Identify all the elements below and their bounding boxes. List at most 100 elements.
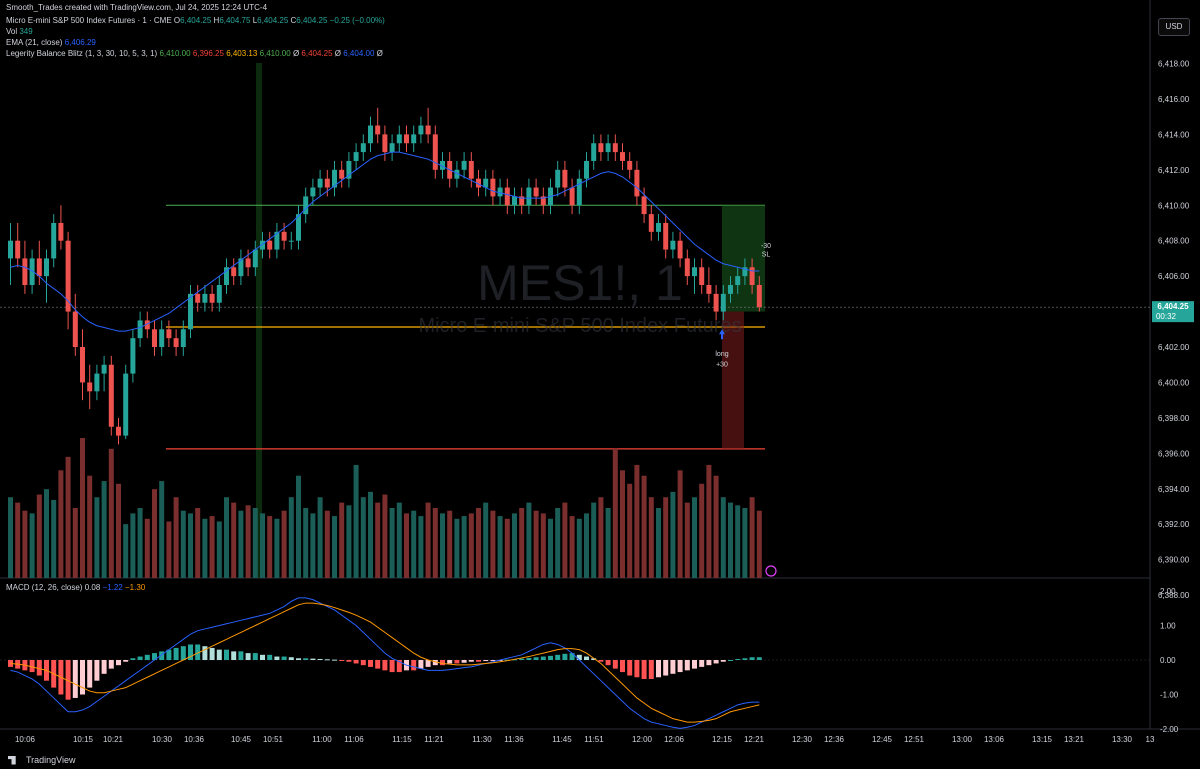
volume-bar (51, 499, 57, 578)
price-tick-label: 6,396.00 (1158, 449, 1190, 458)
candle-body (418, 125, 424, 135)
volume-bar (735, 505, 741, 578)
candle-body (720, 293, 726, 312)
macd-hist-bar (728, 660, 733, 661)
macd-hist-bar (188, 644, 193, 660)
macd-hist-bar (209, 647, 215, 660)
volume-bar (656, 508, 661, 578)
candle-body (173, 338, 179, 348)
macd-hist-bar (101, 660, 107, 674)
volume-bar (281, 510, 287, 578)
volume-bar (202, 518, 208, 578)
candle-body (202, 293, 208, 303)
candle-body (699, 267, 705, 285)
volume-bar (188, 513, 193, 578)
volume-bar (209, 516, 215, 578)
candle-body (180, 329, 186, 348)
candle-body (504, 187, 510, 206)
candle-body (490, 178, 496, 197)
volume-bar (612, 448, 618, 578)
volume-bar (382, 494, 388, 578)
macd-hist-bar (562, 653, 568, 660)
volume-bar (677, 470, 683, 578)
macd-signal-value: −1.30 (125, 583, 146, 592)
macd-legend[interactable]: MACD (12, 26, close) 0.08 −1.22 −1.30 (6, 583, 145, 592)
candle-body (497, 187, 503, 197)
volume-bar (368, 491, 373, 578)
chart-overlays (0, 63, 1150, 578)
legerity-value: Ø (292, 49, 300, 58)
candle-body (533, 187, 539, 197)
tradingview-logo[interactable]: TradingView (8, 755, 76, 765)
time-tick-label: 10:06 (15, 735, 36, 744)
volume-bar (260, 513, 265, 578)
candle-body (8, 240, 13, 259)
current-price-label: 6,404.25 (1157, 302, 1189, 311)
volume-bar (584, 513, 589, 578)
macd-hist-bar (461, 660, 467, 663)
time-tick-label: 10:30 (152, 735, 173, 744)
candle-body (51, 222, 57, 259)
symbol-legend[interactable]: Micro E-mini S&P 500 Index Futures · 1 ·… (6, 16, 385, 26)
legerity-value: 6,404.00 (343, 49, 375, 58)
macd-hist-bar (65, 660, 71, 700)
watermark-symbol: MES1!, 1 (477, 255, 683, 311)
ema-legend[interactable]: EMA (21, close) 6,406.29 (6, 38, 96, 48)
candle-body (288, 240, 294, 242)
macd-tick-label: 1.00 (1160, 622, 1176, 631)
legerity-legend[interactable]: Legerity Balance Blitz (1, 3, 30, 10, 5,… (6, 49, 383, 59)
candle-body (152, 329, 157, 348)
legerity-value: 6,410.00 (259, 49, 291, 58)
candle-body (368, 125, 373, 144)
volume-legend[interactable]: Vol 349 (6, 27, 33, 37)
high-label: H (213, 16, 220, 25)
macd-hist-bar (440, 660, 445, 666)
macd-tick-label: -1.00 (1160, 691, 1179, 700)
candle-body (130, 338, 136, 374)
macd-hist-bar (224, 649, 229, 660)
volume-bar (497, 516, 503, 578)
candle-body (353, 152, 359, 161)
macd-hist-bar (677, 660, 683, 673)
volume-bar (101, 481, 107, 578)
macd-line-path (10, 597, 760, 729)
candle-body (396, 134, 402, 144)
open-label: O (173, 16, 181, 25)
macd-hist-bar (382, 660, 388, 671)
legerity-value: Ø (334, 49, 342, 58)
candle-body (346, 160, 352, 179)
macd-hist-bar (476, 660, 481, 662)
volume-bar (692, 497, 697, 578)
macd-hist-bar (454, 660, 460, 664)
volume-bar (519, 508, 525, 578)
currency-button[interactable]: USD (1158, 18, 1190, 36)
time-tick-label: 11:51 (584, 735, 604, 744)
price-tick-label: 6,418.00 (1158, 60, 1190, 69)
open-value: 6,404.25 (180, 16, 212, 25)
volume-bar (742, 508, 748, 578)
time-tick-label: 13 (1146, 735, 1155, 744)
candle-body (735, 276, 741, 285)
candle-body (432, 134, 438, 170)
volume-bar (288, 497, 294, 578)
candle-body (260, 240, 265, 250)
candle-body (519, 196, 525, 206)
candle-body (22, 258, 28, 285)
time-tick-label: 10:51 (263, 735, 284, 744)
candle-body (317, 178, 323, 188)
macd-hist-bar (238, 651, 244, 660)
ema-line (10, 151, 760, 332)
vol-label: Vol (6, 27, 18, 36)
time-tick-label: 13:06 (984, 735, 1005, 744)
volume-bar (440, 513, 445, 578)
time-tick-label: 12:06 (664, 735, 685, 744)
ema-label: EMA (21, close) (6, 38, 63, 47)
candle-body (728, 285, 733, 294)
macd-tick-label: -2.00 (1160, 725, 1179, 734)
macd-hist-bar (699, 660, 705, 667)
macd-hist-bar (296, 658, 301, 660)
macd-hist-bar (317, 658, 323, 660)
price-tick-label: 6,392.00 (1158, 520, 1190, 529)
candle-body (123, 373, 129, 436)
